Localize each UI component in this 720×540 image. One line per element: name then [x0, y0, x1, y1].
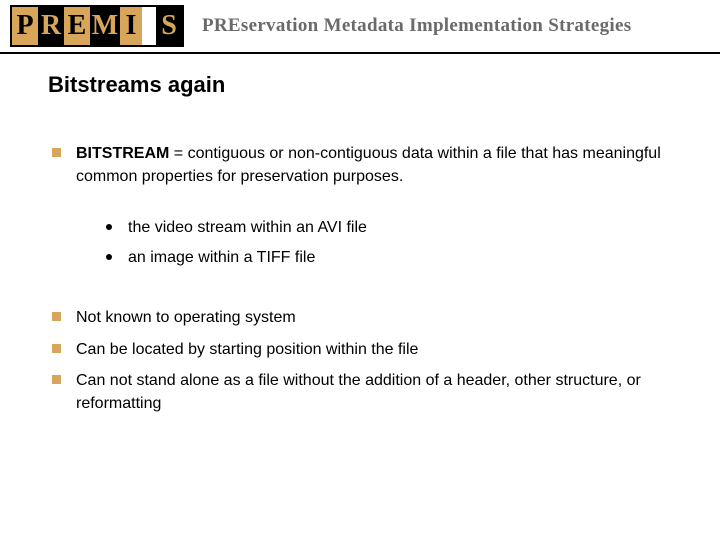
point-item: Not known to operating system — [48, 306, 672, 329]
logo-letter: M — [90, 7, 120, 45]
example-item: the video stream within an AVI file — [104, 216, 672, 240]
logo-letter: P — [12, 7, 38, 45]
premis-logo: P R E M I S — [10, 5, 184, 47]
slide-content: Bitstreams again BITSTREAM = contiguous … — [0, 54, 720, 415]
header-title: PREservation Metadata Implementation Str… — [202, 15, 631, 37]
logo-letter: I — [120, 7, 142, 45]
logo-letter: S — [156, 7, 182, 45]
logo-gap — [142, 7, 156, 45]
points-list: Not known to operating system Can be loc… — [48, 306, 672, 415]
point-item: Can be located by starting position with… — [48, 338, 672, 361]
definition-term: BITSTREAM — [76, 145, 169, 162]
examples-list: the video stream within an AVI file an i… — [104, 216, 672, 270]
point-item: Can not stand alone as a file without th… — [48, 369, 672, 415]
header-bar: P R E M I S PREservation Metadata Implem… — [0, 0, 720, 54]
logo-letter: E — [64, 7, 90, 45]
definition-item: BITSTREAM = contiguous or non-contiguous… — [48, 142, 672, 188]
logo-letter: R — [38, 7, 64, 45]
slide-title: Bitstreams again — [48, 72, 672, 98]
example-item: an image within a TIFF file — [104, 246, 672, 270]
definition-list: BITSTREAM = contiguous or non-contiguous… — [48, 142, 672, 188]
